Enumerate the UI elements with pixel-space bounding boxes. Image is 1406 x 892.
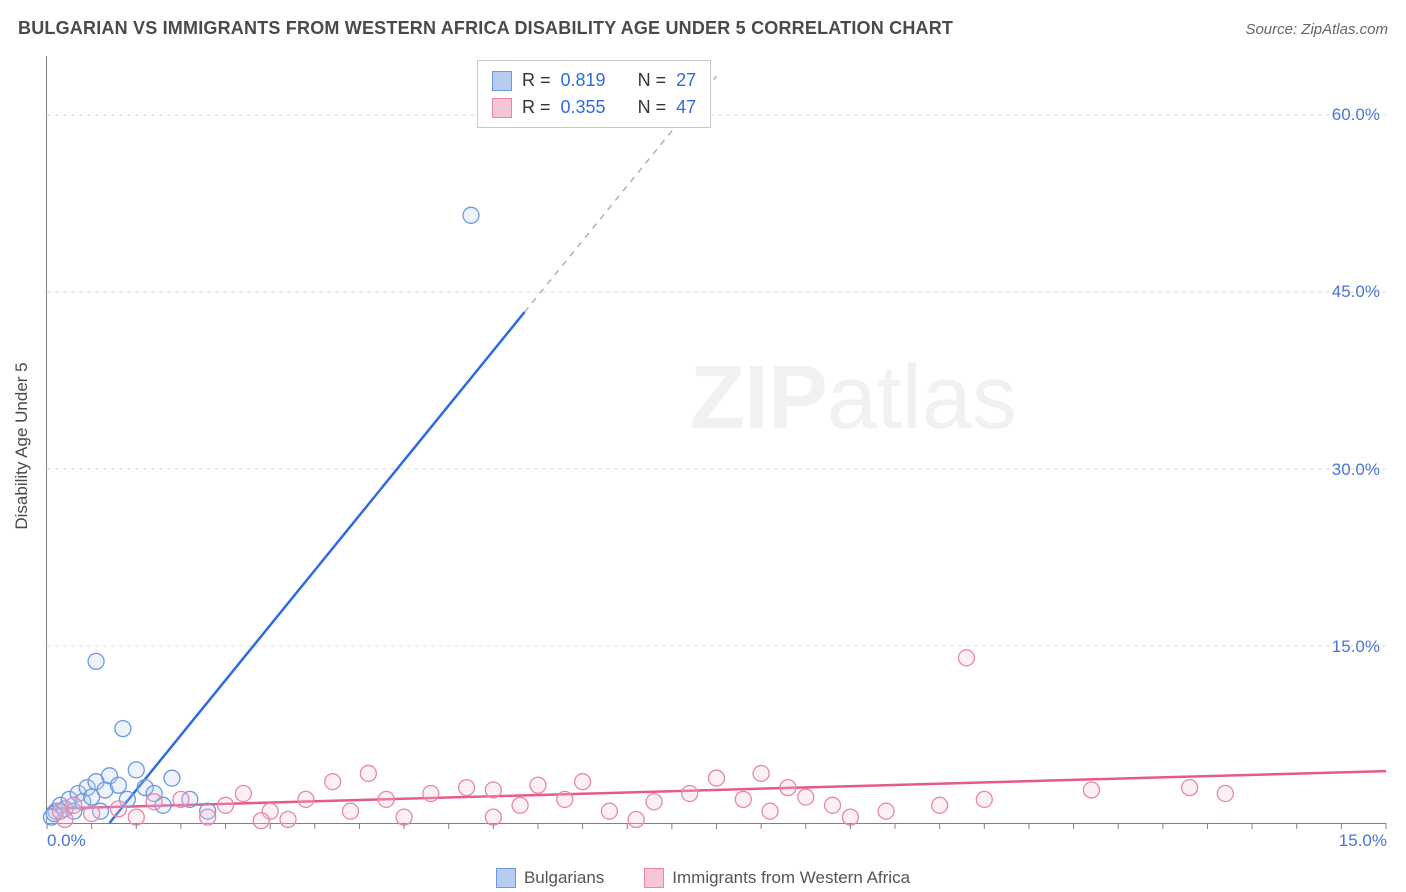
plot-area: ZIPatlas 15.0%30.0%45.0%60.0% 0.0%15.0% … [46,56,1386,824]
xtick-label: 0.0% [47,831,86,851]
legend-item-0: Bulgarians [496,868,604,888]
n-value-0: 27 [676,67,696,94]
n-label-1: N = [638,94,667,121]
r-value-1: 0.355 [561,94,606,121]
stats-swatch-0 [492,71,512,91]
chart-title: BULGARIAN VS IMMIGRANTS FROM WESTERN AFR… [18,18,953,39]
n-value-1: 47 [676,94,696,121]
ytick-label: 15.0% [1332,637,1380,657]
source-label: Source: ZipAtlas.com [1245,21,1388,38]
stats-row-0: R = 0.819 N = 27 [492,67,696,94]
legend-swatch-1 [644,868,664,888]
ytick-label: 60.0% [1332,105,1380,125]
ytick-label: 30.0% [1332,460,1380,480]
stats-box: R = 0.819 N = 27 R = 0.355 N = 47 [477,60,711,128]
legend-label-0: Bulgarians [524,868,604,888]
stats-swatch-1 [492,98,512,118]
r-label-1: R = [522,94,551,121]
xtick-label: 15.0% [1339,831,1387,851]
stats-row-1: R = 0.355 N = 47 [492,94,696,121]
legend-label-1: Immigrants from Western Africa [672,868,910,888]
legend-item-1: Immigrants from Western Africa [644,868,910,888]
r-value-0: 0.819 [561,67,606,94]
ytick-label: 45.0% [1332,282,1380,302]
legend-swatch-0 [496,868,516,888]
n-label-0: N = [638,67,667,94]
title-bar: BULGARIAN VS IMMIGRANTS FROM WESTERN AFR… [18,18,1388,39]
chart-svg [47,56,1386,823]
r-label-0: R = [522,67,551,94]
bottom-legend: Bulgarians Immigrants from Western Afric… [0,868,1406,888]
y-axis-label: Disability Age Under 5 [12,362,32,529]
